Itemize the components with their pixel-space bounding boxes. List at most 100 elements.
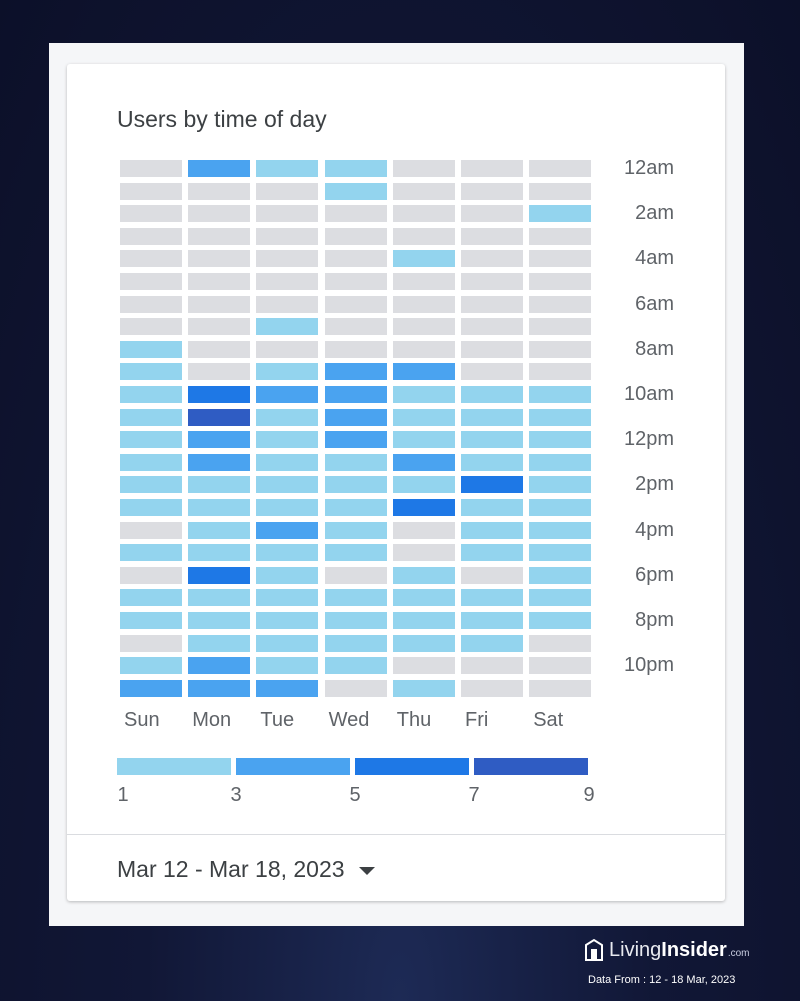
heatmap-cell-wed-6pm[interactable] (324, 566, 387, 584)
heatmap-cell-sun-8pm[interactable] (120, 612, 182, 629)
heatmap-cell-tue-2am[interactable] (256, 205, 319, 223)
heatmap-cell-fri-2pm[interactable] (461, 476, 523, 494)
heatmap-cell-mon-5am[interactable] (188, 273, 251, 290)
heatmap-cell-mon-1am[interactable] (188, 182, 251, 200)
heatmap-cell-thu-6am[interactable] (392, 295, 455, 313)
heatmap-cell-sun-11pm[interactable] (120, 679, 182, 697)
heatmap-cell-sun-4pm[interactable] (120, 521, 182, 539)
heatmap-cell-fri-10am[interactable] (461, 386, 523, 403)
heatmap-cell-thu-9pm[interactable] (392, 634, 455, 652)
heatmap-cell-fri-5pm[interactable] (461, 544, 523, 562)
heatmap-cell-mon-3am[interactable] (188, 227, 251, 245)
date-range-dropdown[interactable]: Mar 12 - Mar 18, 2023 (117, 854, 375, 884)
heatmap-cell-fri-12am[interactable] (461, 160, 523, 177)
heatmap-cell-sat-1pm[interactable] (529, 453, 592, 471)
heatmap-cell-tue-6pm[interactable] (256, 566, 319, 584)
heatmap-cell-sat-5pm[interactable] (529, 544, 592, 562)
heatmap-cell-mon-10am[interactable] (188, 386, 251, 403)
heatmap-cell-tue-12pm[interactable] (256, 431, 319, 449)
heatmap-cell-tue-8am[interactable] (256, 340, 319, 358)
heatmap-cell-thu-3am[interactable] (392, 227, 455, 245)
heatmap-cell-sat-9am[interactable] (529, 363, 592, 381)
heatmap-cell-sat-11am[interactable] (529, 408, 592, 426)
heatmap-cell-thu-1am[interactable] (392, 182, 455, 200)
heatmap-cell-fri-9pm[interactable] (461, 634, 523, 652)
heatmap-cell-tue-4pm[interactable] (256, 521, 319, 539)
heatmap-cell-tue-8pm[interactable] (256, 612, 319, 629)
heatmap-cell-sun-7am[interactable] (120, 318, 182, 336)
heatmap-cell-tue-7pm[interactable] (256, 589, 319, 607)
heatmap-cell-thu-7am[interactable] (392, 318, 455, 336)
heatmap-cell-thu-11pm[interactable] (392, 679, 455, 697)
heatmap-cell-sat-4am[interactable] (529, 250, 592, 268)
heatmap-cell-tue-6am[interactable] (256, 295, 319, 313)
heatmap-cell-mon-6am[interactable] (188, 295, 251, 313)
heatmap-cell-wed-5am[interactable] (324, 273, 387, 290)
heatmap-cell-mon-11am[interactable] (188, 408, 251, 426)
heatmap-cell-tue-11am[interactable] (256, 408, 319, 426)
heatmap-cell-sat-7am[interactable] (529, 318, 592, 336)
heatmap-cell-sat-3am[interactable] (529, 227, 592, 245)
heatmap-cell-wed-9pm[interactable] (324, 634, 387, 652)
heatmap-cell-mon-10pm[interactable] (188, 657, 251, 675)
heatmap-cell-fri-4am[interactable] (461, 250, 523, 268)
heatmap-cell-mon-9am[interactable] (188, 363, 251, 381)
heatmap-cell-fri-3am[interactable] (461, 227, 523, 245)
heatmap-cell-fri-7am[interactable] (461, 318, 523, 336)
heatmap-cell-tue-1pm[interactable] (256, 453, 319, 471)
heatmap-cell-thu-12am[interactable] (392, 160, 455, 177)
heatmap-cell-fri-10pm[interactable] (461, 657, 523, 675)
heatmap-cell-tue-3pm[interactable] (256, 499, 319, 516)
heatmap-cell-wed-7am[interactable] (324, 318, 387, 336)
heatmap-cell-thu-5am[interactable] (392, 273, 455, 290)
heatmap-cell-thu-1pm[interactable] (392, 453, 455, 471)
heatmap-cell-mon-5pm[interactable] (188, 544, 251, 562)
heatmap-cell-sun-10pm[interactable] (120, 657, 182, 675)
heatmap-cell-mon-8pm[interactable] (188, 612, 251, 629)
heatmap-cell-fri-6pm[interactable] (461, 566, 523, 584)
heatmap-cell-wed-12pm[interactable] (324, 431, 387, 449)
heatmap-cell-sat-2am[interactable] (529, 205, 592, 223)
heatmap-cell-wed-3am[interactable] (324, 227, 387, 245)
heatmap-cell-sat-12am[interactable] (529, 160, 592, 177)
heatmap-cell-mon-3pm[interactable] (188, 499, 251, 516)
heatmap-cell-wed-11pm[interactable] (324, 679, 387, 697)
heatmap-cell-wed-3pm[interactable] (324, 499, 387, 516)
heatmap-cell-sun-1am[interactable] (120, 182, 182, 200)
heatmap-cell-tue-9pm[interactable] (256, 634, 319, 652)
heatmap-cell-sun-2pm[interactable] (120, 476, 182, 494)
heatmap-cell-wed-9am[interactable] (324, 363, 387, 381)
heatmap-cell-tue-5pm[interactable] (256, 544, 319, 562)
heatmap-cell-sat-8am[interactable] (529, 340, 592, 358)
heatmap-cell-thu-10pm[interactable] (392, 657, 455, 675)
heatmap-cell-sat-3pm[interactable] (529, 499, 592, 516)
heatmap-cell-tue-12am[interactable] (256, 160, 319, 177)
heatmap-cell-wed-11am[interactable] (324, 408, 387, 426)
heatmap-cell-wed-4pm[interactable] (324, 521, 387, 539)
heatmap-cell-thu-8pm[interactable] (392, 612, 455, 629)
heatmap-cell-sun-11am[interactable] (120, 408, 182, 426)
heatmap-cell-sat-10am[interactable] (529, 386, 592, 403)
heatmap-cell-sat-12pm[interactable] (529, 431, 592, 449)
heatmap-cell-sun-9pm[interactable] (120, 634, 182, 652)
heatmap-cell-sun-3pm[interactable] (120, 499, 182, 516)
heatmap-cell-fri-11am[interactable] (461, 408, 523, 426)
heatmap-cell-sun-5am[interactable] (120, 273, 182, 290)
heatmap-cell-thu-3pm[interactable] (392, 499, 455, 516)
heatmap-cell-mon-8am[interactable] (188, 340, 251, 358)
heatmap-cell-mon-12pm[interactable] (188, 431, 251, 449)
heatmap-cell-fri-8am[interactable] (461, 340, 523, 358)
heatmap-cell-wed-4am[interactable] (324, 250, 387, 268)
heatmap-cell-tue-2pm[interactable] (256, 476, 319, 494)
heatmap-cell-sun-7pm[interactable] (120, 589, 182, 607)
heatmap-cell-tue-3am[interactable] (256, 227, 319, 245)
heatmap-cell-mon-2pm[interactable] (188, 476, 251, 494)
heatmap-cell-tue-5am[interactable] (256, 273, 319, 290)
heatmap-cell-sun-8am[interactable] (120, 340, 182, 358)
heatmap-cell-mon-1pm[interactable] (188, 453, 251, 471)
heatmap-cell-fri-12pm[interactable] (461, 431, 523, 449)
heatmap-cell-sun-5pm[interactable] (120, 544, 182, 562)
heatmap-cell-sun-6am[interactable] (120, 295, 182, 313)
heatmap-cell-mon-2am[interactable] (188, 205, 251, 223)
heatmap-cell-fri-4pm[interactable] (461, 521, 523, 539)
